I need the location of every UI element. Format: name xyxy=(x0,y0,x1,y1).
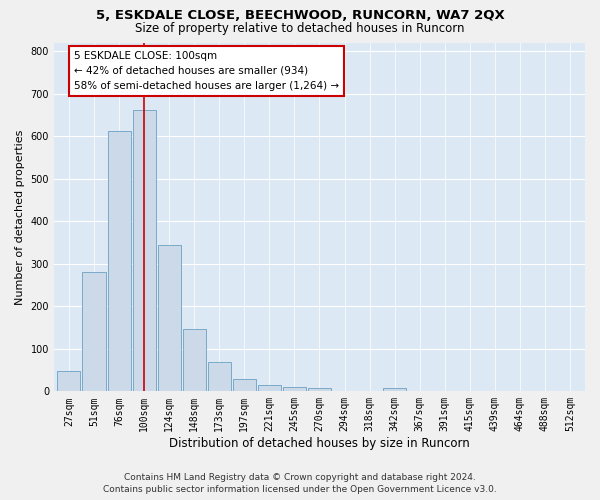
Bar xyxy=(133,110,155,392)
Bar xyxy=(383,388,406,392)
Bar xyxy=(107,131,131,392)
Bar xyxy=(182,329,206,392)
Text: 5 ESKDALE CLOSE: 100sqm
← 42% of detached houses are smaller (934)
58% of semi-d: 5 ESKDALE CLOSE: 100sqm ← 42% of detache… xyxy=(74,51,339,90)
Y-axis label: Number of detached properties: Number of detached properties xyxy=(15,129,25,304)
Bar xyxy=(283,387,306,392)
Bar xyxy=(158,244,181,392)
Bar xyxy=(82,272,106,392)
Text: Contains HM Land Registry data © Crown copyright and database right 2024.
Contai: Contains HM Land Registry data © Crown c… xyxy=(103,472,497,494)
Bar xyxy=(258,385,281,392)
Text: 5, ESKDALE CLOSE, BEECHWOOD, RUNCORN, WA7 2QX: 5, ESKDALE CLOSE, BEECHWOOD, RUNCORN, WA… xyxy=(95,9,505,22)
Bar xyxy=(233,378,256,392)
Bar xyxy=(58,372,80,392)
Text: Size of property relative to detached houses in Runcorn: Size of property relative to detached ho… xyxy=(135,22,465,35)
Bar xyxy=(208,362,231,392)
X-axis label: Distribution of detached houses by size in Runcorn: Distribution of detached houses by size … xyxy=(169,437,470,450)
Bar xyxy=(308,388,331,392)
